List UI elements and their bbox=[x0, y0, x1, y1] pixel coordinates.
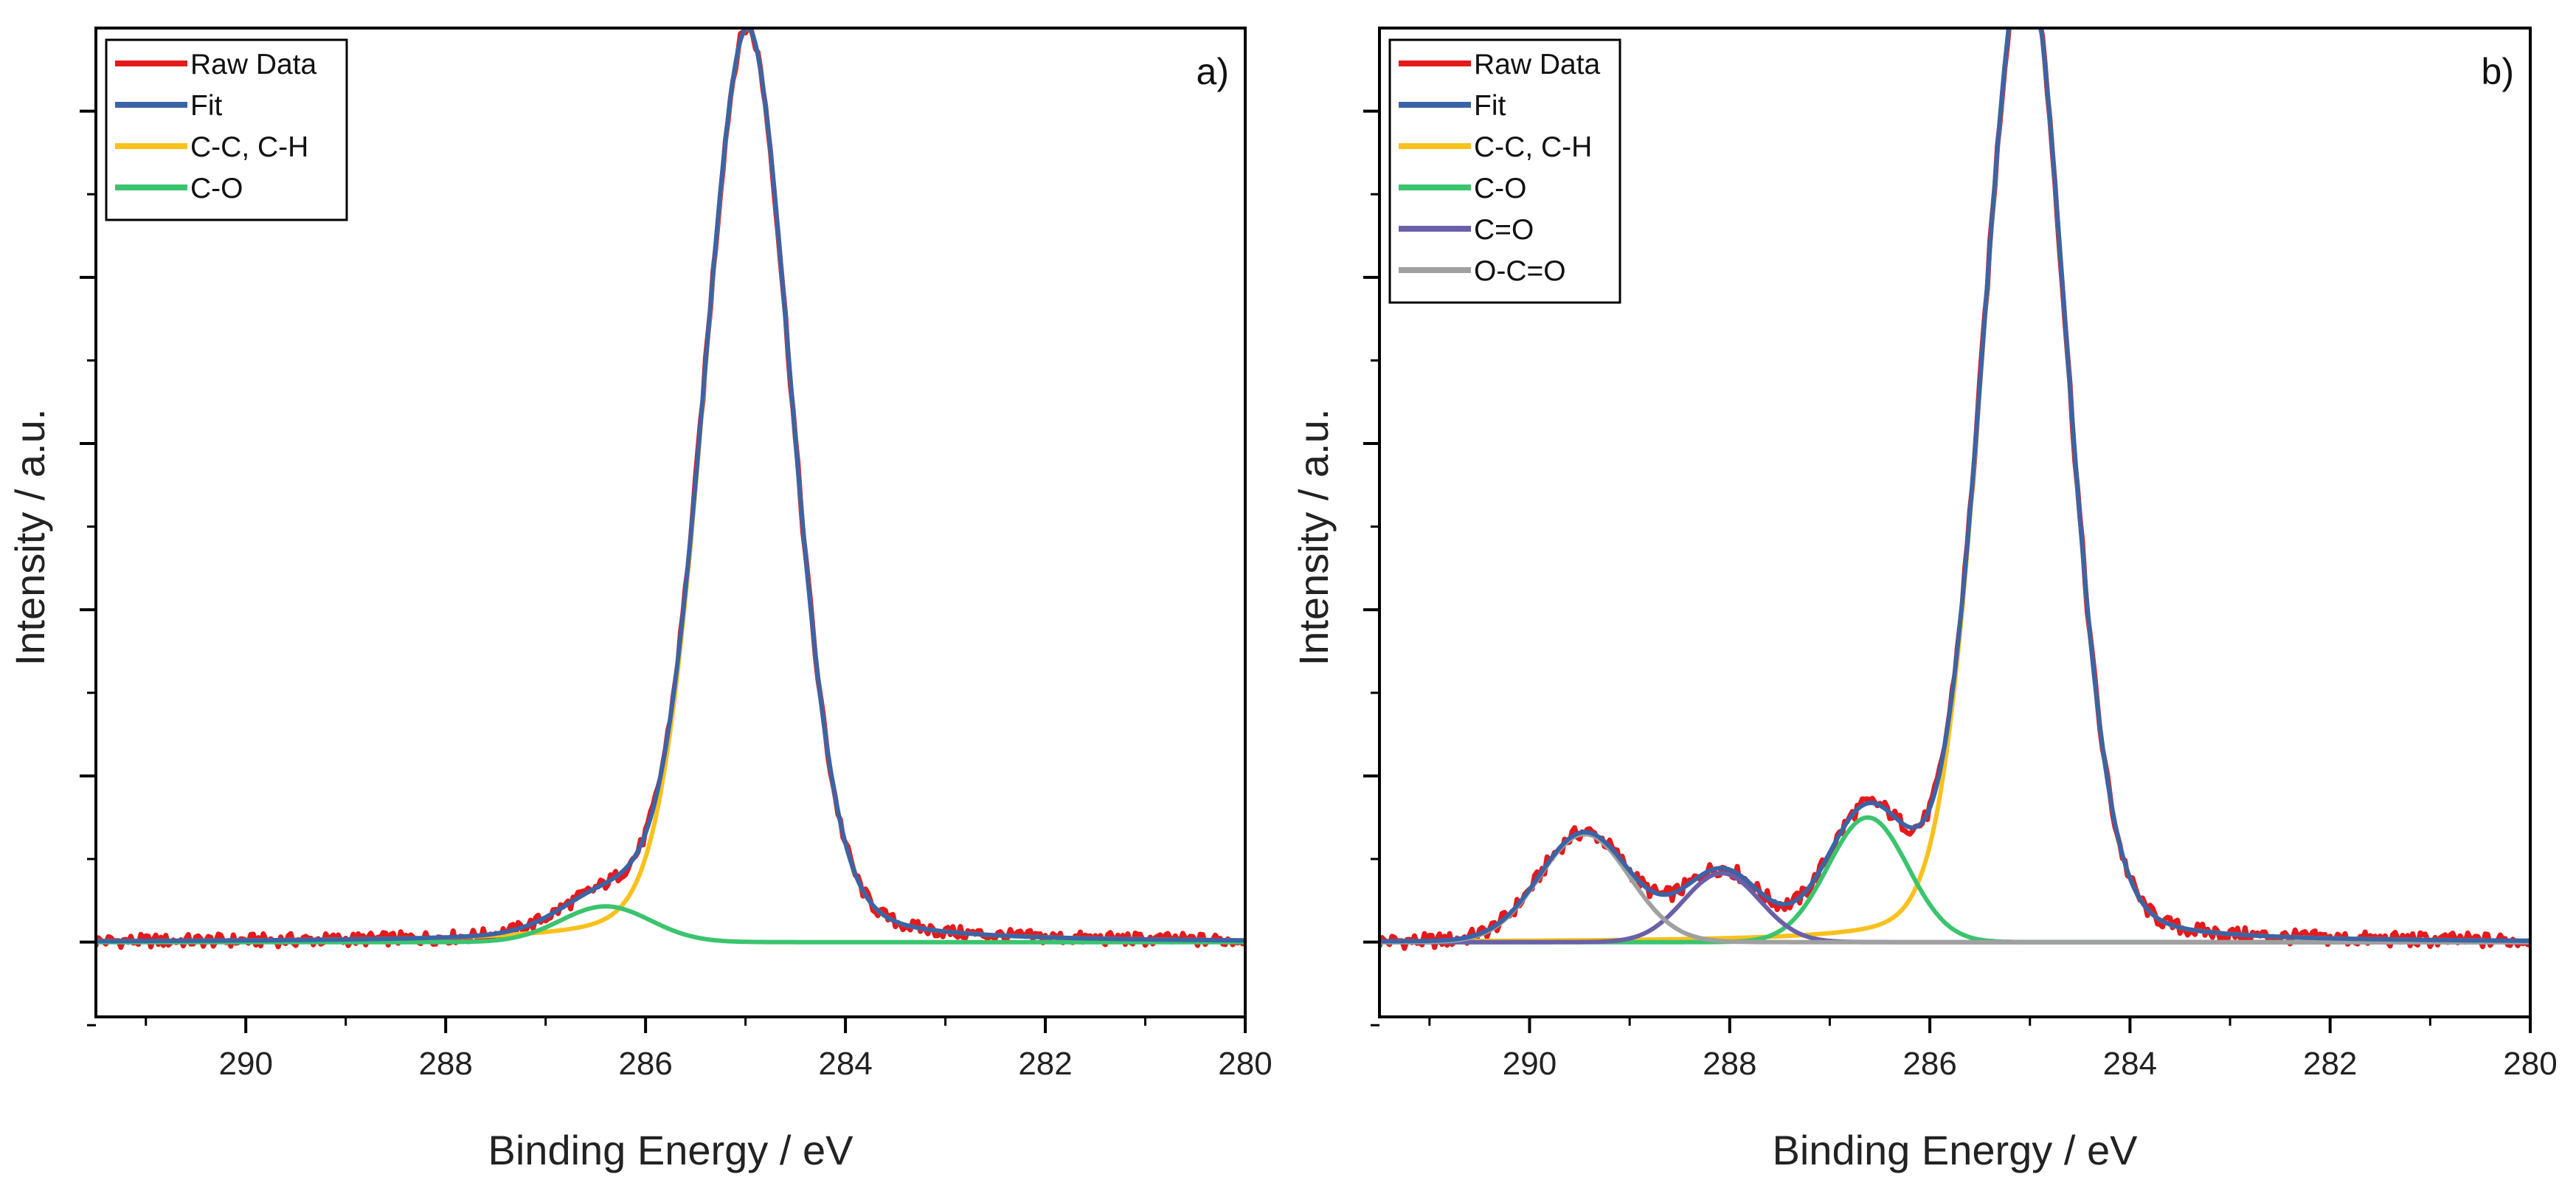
panel-label: b) bbox=[2482, 51, 2514, 92]
legend: Raw Data Fit C-C, C-H C-O C=O O-C=O bbox=[1388, 38, 1621, 304]
curves bbox=[96, 28, 1245, 950]
legend-label-c-o: C-O bbox=[1474, 173, 1527, 204]
legend-label-fit: Fit bbox=[190, 90, 222, 122]
x-tick-label: 280 bbox=[2503, 1046, 2557, 1082]
plot-frame bbox=[1378, 27, 2532, 1018]
legend-box bbox=[1388, 38, 1621, 304]
x-tick-label: 290 bbox=[1503, 1046, 1557, 1082]
y-axis-label: Intensity / a.u. bbox=[7, 409, 53, 666]
x-axis-label: Binding Energy / eV bbox=[488, 1127, 854, 1173]
series-fit-line bbox=[96, 28, 1245, 944]
x-axis-label: Binding Energy / eV bbox=[1773, 1127, 2139, 1173]
chart-panel-b: 290 288 286 284 282 280 Binding Energy / eV Int… bbox=[1290, 27, 2558, 1173]
series-fit-line bbox=[1379, 28, 2530, 944]
legend-label-raw-data: Raw Data bbox=[1474, 49, 1601, 80]
x-tick-label: 286 bbox=[618, 1046, 672, 1082]
series-o-c-o-line bbox=[1379, 832, 2530, 945]
x-tick-label: 288 bbox=[1703, 1046, 1756, 1082]
legend-label-c-o: C-O bbox=[190, 173, 243, 204]
x-tick-label: 286 bbox=[1902, 1046, 1956, 1082]
curves bbox=[1379, 28, 2530, 951]
x-tick-label: 290 bbox=[219, 1046, 273, 1082]
legend-label-fit: Fit bbox=[1474, 90, 1506, 122]
y-axis-label: Intensity / a.u. bbox=[1290, 409, 1337, 666]
chart-panel-a: 290 288 286 284 282 280 Binding Energy / eV Int… bbox=[7, 27, 1273, 1173]
legend-label-o-c-o: O-C=O bbox=[1474, 255, 1566, 287]
x-tick-label: 284 bbox=[2103, 1046, 2157, 1082]
legend-label-c-o: C=O bbox=[1474, 214, 1534, 246]
legend-label-c-c-c-h: C-C, C-H bbox=[1474, 131, 1592, 163]
legend: Raw Data Fit C-C, C-H C-O bbox=[105, 38, 348, 221]
x-tick-label: 284 bbox=[818, 1046, 872, 1082]
legend-label-raw-data: Raw Data bbox=[190, 49, 317, 80]
legend-label-c-c-c-h: C-C, C-H bbox=[190, 131, 308, 163]
plot-frame bbox=[94, 27, 1247, 1018]
x-tick-label: 282 bbox=[2303, 1046, 2357, 1082]
panel-label: a) bbox=[1197, 51, 1229, 92]
x-tick-label: 282 bbox=[1018, 1046, 1072, 1082]
x-tick-label: 288 bbox=[418, 1046, 472, 1082]
series-c-o-line bbox=[1379, 815, 2530, 945]
x-tick-label: 280 bbox=[1218, 1046, 1272, 1082]
